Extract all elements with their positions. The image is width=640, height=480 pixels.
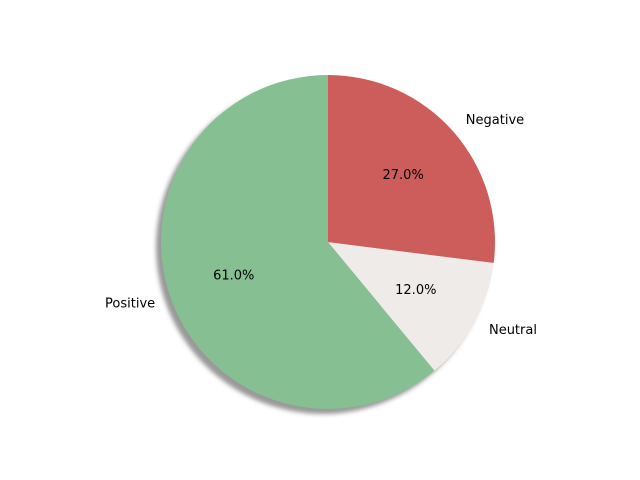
pct-label-neutral: 12.0% bbox=[395, 283, 436, 298]
slice-negative bbox=[328, 75, 495, 263]
slice-positive bbox=[161, 75, 435, 410]
slice-label-negative: Negative bbox=[466, 113, 524, 128]
slice-label-positive: Positive bbox=[105, 297, 155, 312]
pct-label-positive: 61.0% bbox=[213, 268, 254, 283]
slice-neutral bbox=[328, 242, 494, 371]
slice-label-neutral: Neutral bbox=[489, 323, 537, 338]
pct-label-negative: 27.0% bbox=[383, 168, 424, 183]
